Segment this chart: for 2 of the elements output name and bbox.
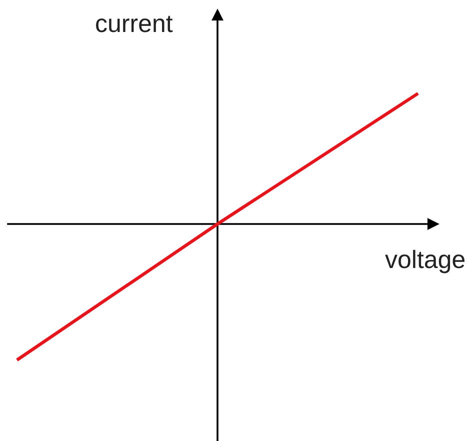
x-axis-title: voltage — [385, 250, 465, 274]
y-axis-title: current — [96, 16, 173, 32]
